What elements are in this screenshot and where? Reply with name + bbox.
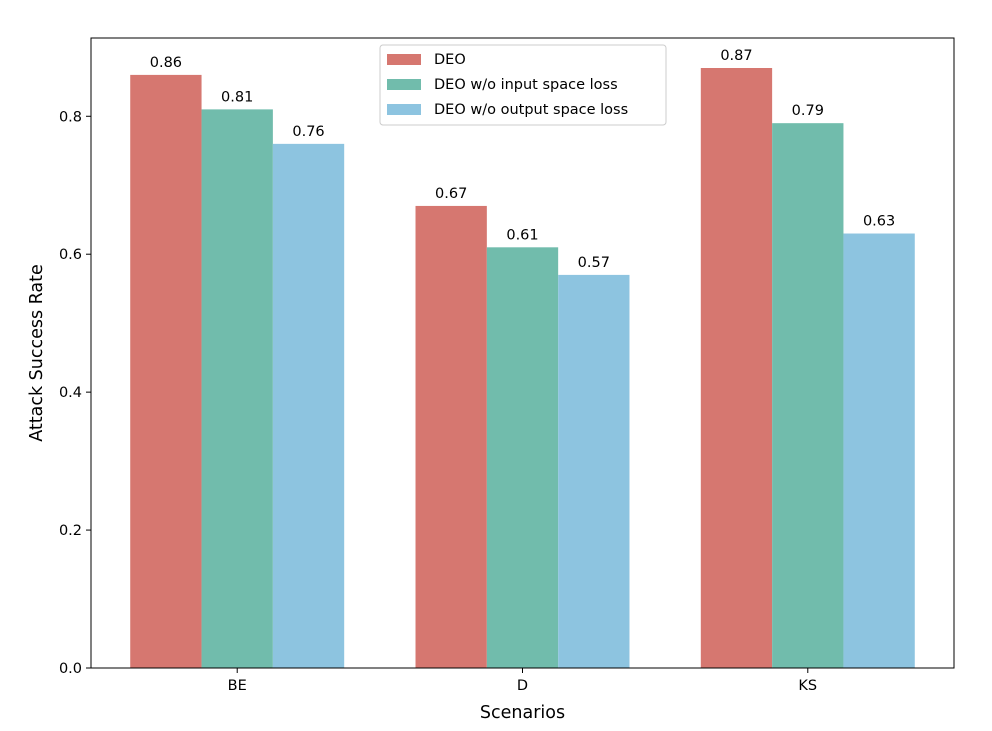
data-label: 0.81 [221,89,253,105]
bar [700,68,773,668]
legend-swatch [387,79,421,90]
legend-label: DEO [434,52,466,68]
bar [130,74,202,669]
data-label: 0.86 [150,55,182,71]
y-tick-label: 0.0 [59,661,82,677]
legend-box [379,44,667,126]
x-tick-label: D [517,678,528,694]
bar [201,109,273,668]
data-label: 0.61 [506,227,538,243]
legend-label: DEO w/o input space loss [434,77,618,93]
legend-swatch [387,54,421,65]
y-axis-label: Attack Success Rate [27,264,47,442]
data-label: 0.67 [435,186,467,202]
x-tick-label: KS [798,678,817,694]
bar [486,247,559,668]
y-tick-label: 0.2 [59,523,82,539]
x-tick-label: BE [228,678,247,694]
y-tick-label: 0.8 [59,109,82,125]
legend-swatch [387,104,421,115]
bar [415,205,487,668]
data-label: 0.87 [720,48,752,64]
bar [772,123,844,668]
data-label: 0.63 [863,214,895,230]
data-label: 0.76 [292,124,324,140]
bar [272,143,345,669]
data-label: 0.57 [578,255,610,271]
bar [558,274,630,668]
y-tick-label: 0.6 [59,247,82,263]
x-axis-label: Scenarios [480,703,565,723]
legend-label: DEO w/o output space loss [434,102,628,118]
bar [843,233,915,668]
data-label: 0.79 [792,103,824,119]
y-tick-label: 0.4 [59,385,82,401]
